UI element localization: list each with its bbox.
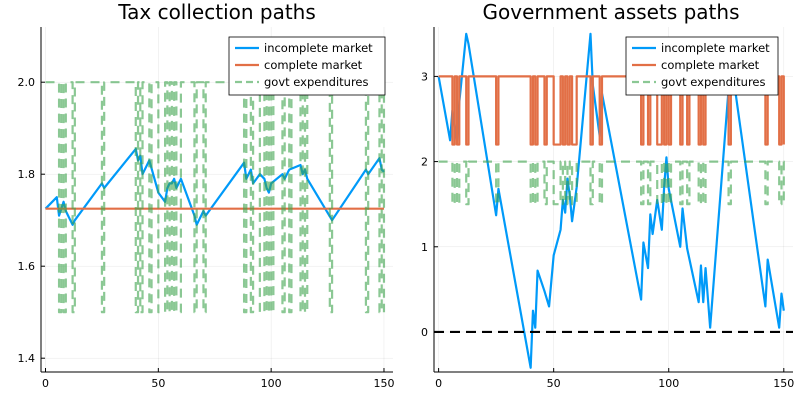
tax-series-expenditure-line [45,81,386,314]
assets-xtick-label-1: 50 [547,377,561,390]
tax-xtick-label-1: 50 [151,377,165,390]
tax-legend-label-complete: complete market [264,58,363,72]
assets-legend-label-incomplete: incomplete market [661,41,770,55]
tax-series-incomplete-line [44,147,385,226]
tax-legend-label-incomplete: incomplete market [264,41,373,55]
tax-xtick-label-0: 0 [42,377,49,390]
assets-legend-label-complete: complete market [661,58,760,72]
panel-assets: Government assets paths 0 50 100 150 0 1 2 3 in… [421,0,794,390]
assets-ytick-label-2: 2 [421,156,428,169]
tax-ytick-label-2: 1.8 [18,168,36,181]
tax-ytick-label-3: 2.0 [18,76,36,89]
assets-axes: 0 50 100 150 0 1 2 3 [421,27,794,390]
assets-legend: incomplete market complete market govt exp… [625,36,779,96]
panel-tax: Tax collection paths 0 50 100 150 1.4 1.6 1.8 2… [18,0,395,390]
tax-xtick-label-3: 150 [373,377,394,390]
tax-legend: incomplete market complete market govt exp… [228,36,386,96]
assets-xtick-label-0: 0 [435,377,442,390]
tax-axes: 0 50 100 150 1.4 1.6 1.8 2.0 [18,27,394,390]
tax-ytick-label-0: 1.4 [18,352,36,365]
assets-legend-label-expenditure: govt expenditures [661,75,765,89]
tax-xtick-label-2: 100 [261,377,282,390]
assets-chart-title: Government assets paths [483,0,740,24]
assets-ytick-label-0: 0 [421,326,428,339]
tax-chart-title: Tax collection paths [117,0,316,24]
assets-ytick-label-3: 3 [421,70,428,83]
assets-xtick-label-2: 100 [658,377,679,390]
assets-xtick-label-3: 150 [773,377,794,390]
assets-ytick-label-1: 1 [421,241,428,254]
tax-ytick-label-1: 1.6 [18,260,36,273]
tax-series [44,81,386,314]
tax-legend-label-expenditure: govt expenditures [264,75,368,89]
